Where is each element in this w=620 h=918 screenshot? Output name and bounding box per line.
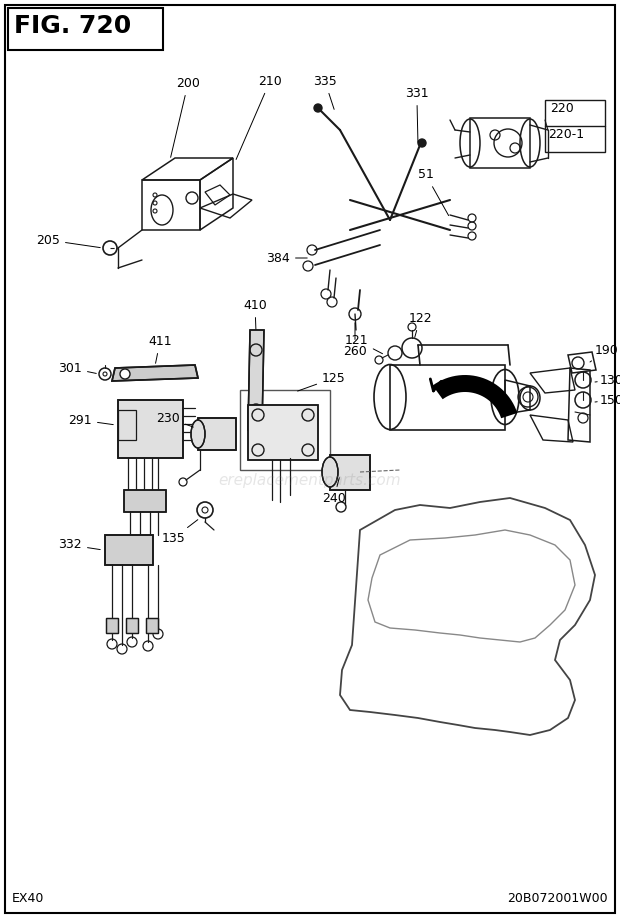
Text: EX40: EX40 (12, 892, 45, 905)
Text: 331: 331 (405, 87, 428, 142)
Bar (105, 535, 153, 565)
Text: ereplacementparts.com: ereplacementparts.com (219, 473, 401, 487)
Text: 301: 301 (58, 362, 96, 375)
Bar (106, 618, 118, 633)
Text: 411: 411 (148, 335, 172, 364)
Bar (118, 400, 183, 458)
Bar (198, 418, 236, 450)
Text: 335: 335 (313, 75, 337, 109)
Text: 121: 121 (344, 333, 383, 353)
Bar (330, 455, 370, 490)
Polygon shape (248, 405, 318, 460)
Circle shape (120, 369, 130, 379)
Text: 51: 51 (418, 169, 449, 216)
Ellipse shape (322, 457, 338, 487)
Polygon shape (112, 365, 198, 381)
Bar (330, 455, 370, 490)
Polygon shape (433, 375, 517, 419)
Text: 130: 130 (595, 374, 620, 386)
Text: 20B072001W00: 20B072001W00 (507, 892, 608, 905)
Text: 210: 210 (236, 75, 281, 160)
Ellipse shape (191, 420, 205, 448)
Bar (126, 618, 138, 633)
Text: 332: 332 (58, 539, 100, 552)
Circle shape (314, 104, 322, 112)
Bar (8, 8, 163, 50)
Text: 190: 190 (590, 343, 619, 362)
Bar (124, 490, 166, 512)
Text: 205: 205 (36, 233, 100, 248)
Bar (198, 418, 236, 450)
Text: 384: 384 (266, 252, 308, 264)
Bar (118, 410, 136, 440)
Text: 135: 135 (161, 520, 198, 545)
Text: 122: 122 (408, 312, 432, 337)
Text: 240: 240 (322, 477, 346, 505)
Text: 260: 260 (343, 323, 367, 358)
Bar (105, 535, 153, 565)
Text: 125: 125 (298, 372, 346, 391)
Circle shape (418, 139, 426, 147)
Text: 230: 230 (156, 411, 193, 427)
Text: 410: 410 (243, 299, 267, 330)
Bar (118, 400, 183, 458)
Bar (545, 100, 605, 152)
Text: 291: 291 (68, 413, 113, 427)
Bar (106, 618, 118, 633)
Text: 220-1: 220-1 (548, 128, 584, 141)
Text: 150: 150 (595, 394, 620, 407)
Polygon shape (248, 330, 264, 430)
Bar (146, 618, 158, 633)
Text: FIG. 720: FIG. 720 (14, 14, 131, 38)
Text: 200: 200 (170, 77, 200, 157)
Bar (124, 490, 166, 512)
Bar (146, 618, 158, 633)
Text: 220: 220 (550, 102, 574, 115)
Bar (126, 618, 138, 633)
